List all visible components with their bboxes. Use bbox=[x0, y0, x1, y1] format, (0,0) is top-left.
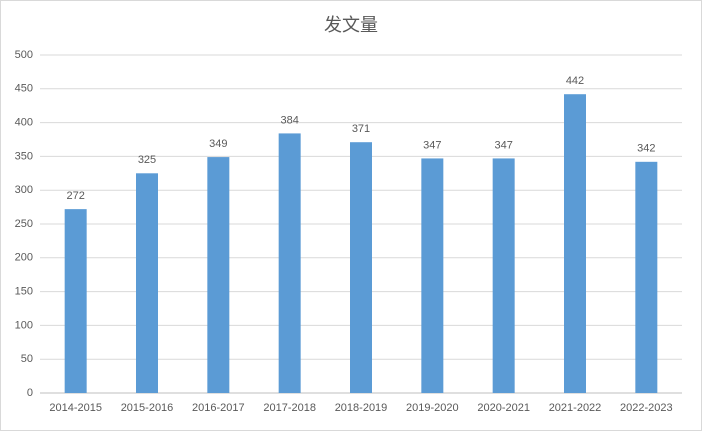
data-label: 384 bbox=[280, 114, 298, 126]
data-label: 347 bbox=[494, 139, 512, 151]
y-tick-label: 500 bbox=[15, 49, 33, 61]
x-tick-label: 2021-2022 bbox=[549, 402, 602, 414]
bar bbox=[635, 161, 658, 393]
y-tick-label: 300 bbox=[15, 184, 33, 196]
bar bbox=[564, 94, 586, 393]
y-tick-label: 200 bbox=[15, 252, 33, 264]
y-tick-label: 100 bbox=[15, 319, 33, 331]
data-label: 325 bbox=[138, 154, 156, 166]
y-tick-label: 400 bbox=[15, 117, 33, 129]
bar bbox=[278, 133, 301, 393]
bar bbox=[207, 157, 230, 393]
y-tick-label: 50 bbox=[21, 353, 33, 365]
x-tick-label: 2014-2015 bbox=[49, 402, 102, 414]
bar bbox=[350, 142, 372, 393]
bar bbox=[64, 209, 87, 393]
y-tick-label: 450 bbox=[15, 83, 33, 95]
y-tick-label: 250 bbox=[15, 218, 33, 230]
y-tick-label: 350 bbox=[15, 150, 33, 162]
bar bbox=[492, 158, 515, 393]
bar bbox=[421, 158, 444, 393]
x-tick-label: 2019-2020 bbox=[406, 402, 459, 414]
data-label: 272 bbox=[66, 190, 84, 202]
x-tick-label: 2022-2023 bbox=[620, 402, 673, 414]
y-tick-label: 0 bbox=[27, 387, 33, 399]
data-label: 442 bbox=[566, 75, 584, 87]
data-label: 349 bbox=[209, 138, 227, 150]
data-label: 347 bbox=[423, 139, 441, 151]
x-tick-label: 2016-2017 bbox=[192, 402, 245, 414]
x-tick-label: 2020-2021 bbox=[477, 402, 530, 414]
y-tick-label: 150 bbox=[15, 286, 33, 298]
bar bbox=[136, 173, 158, 393]
x-tick-label: 2017-2018 bbox=[263, 402, 316, 414]
chart-title: 发文量 bbox=[324, 15, 378, 36]
data-label: 371 bbox=[352, 123, 370, 135]
data-label: 342 bbox=[637, 143, 655, 155]
x-tick-label: 2018-2019 bbox=[335, 402, 388, 414]
x-tick-label: 2015-2016 bbox=[121, 402, 174, 414]
